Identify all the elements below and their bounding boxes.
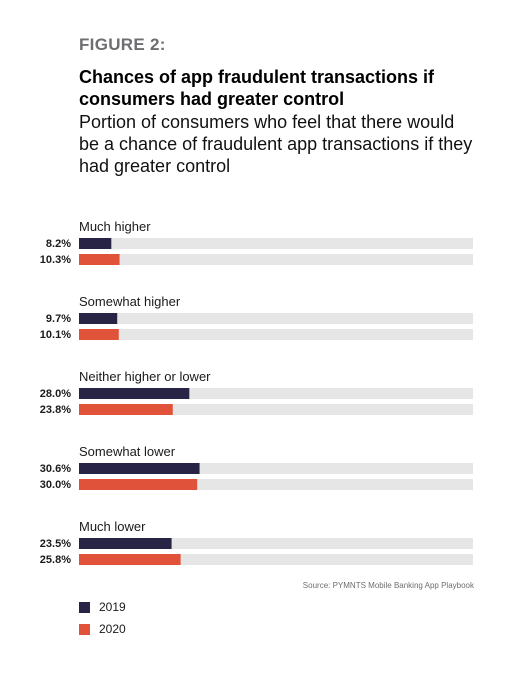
bar-2020-neither-higher-or-lower: [79, 404, 173, 415]
bar-track: [79, 313, 473, 324]
bar-2019-much-higher: [79, 238, 112, 249]
legend-label-2019: 2019: [99, 600, 126, 614]
bar-2019-neither-higher-or-lower: [79, 388, 190, 399]
category-label-somewhat-lower: Somewhat lower: [79, 444, 176, 459]
value-label-2019-much-higher: 8.2%: [46, 238, 71, 250]
category-label-much-lower: Much lower: [79, 519, 146, 534]
value-label-2019-much-lower: 23.5%: [40, 538, 71, 550]
category-label-much-higher: Much higher: [79, 219, 151, 234]
bar-2019-somewhat-higher: [79, 313, 118, 324]
figure-label: FIGURE 2:: [79, 35, 166, 54]
legend: 2019 2020: [79, 596, 126, 640]
chart-subtitle: Portion of consumers who feel that there…: [79, 112, 473, 176]
bar-track: [79, 538, 473, 549]
bar-track: [79, 238, 473, 249]
value-label-2020-somewhat-lower: 30.0%: [40, 479, 71, 491]
legend-label-2020: 2020: [99, 622, 126, 636]
legend-item-2020: 2020: [79, 618, 126, 640]
value-label-2019-neither-higher-or-lower: 28.0%: [40, 388, 71, 400]
bar-2020-much-lower: [79, 554, 181, 565]
category-label-somewhat-higher: Somewhat higher: [79, 294, 181, 309]
bar-2020-somewhat-lower: [79, 479, 198, 490]
value-label-2020-somewhat-higher: 10.1%: [40, 329, 71, 341]
value-label-2020-neither-higher-or-lower: 23.8%: [40, 404, 71, 416]
value-label-2020-much-lower: 25.8%: [40, 554, 71, 566]
bar-track: [79, 554, 473, 565]
value-label-2019-somewhat-lower: 30.6%: [40, 463, 71, 475]
legend-swatch-2020: [79, 623, 90, 635]
source-note: Source: PYMNTS Mobile Banking App Playbo…: [302, 581, 474, 590]
bar-track: [79, 254, 473, 265]
legend-swatch-2019: [79, 601, 90, 613]
bar-2020-somewhat-higher: [79, 329, 119, 340]
category-label-neither-higher-or-lower: Neither higher or lower: [79, 369, 211, 384]
bar-2019-much-lower: [79, 538, 172, 549]
bar-track: [79, 329, 473, 340]
bar-track: [79, 388, 473, 399]
bar-2020-much-higher: [79, 254, 120, 265]
chart-title: Chances of app fraudulent transactions i…: [79, 67, 435, 109]
value-label-2020-much-higher: 10.3%: [40, 254, 71, 266]
legend-item-2019: 2019: [79, 596, 126, 618]
bar-track: [79, 404, 473, 415]
bar-chart: Much higher 8.2% 10.3% Somewhat higher 9.7% 1…: [40, 219, 473, 566]
bar-track: [79, 463, 473, 474]
value-label-2019-somewhat-higher: 9.7%: [46, 313, 71, 325]
bar-2019-somewhat-lower: [79, 463, 200, 474]
bar-track: [79, 479, 473, 490]
